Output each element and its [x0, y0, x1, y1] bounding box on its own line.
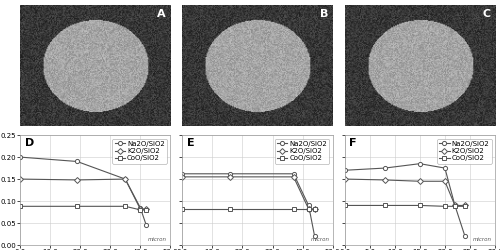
K2O/SiO2: [342, 178, 347, 180]
Na2O/SiO2: [452, 204, 458, 207]
K2O/SiO2: [122, 178, 128, 180]
Na2O/SiO2: [462, 235, 468, 238]
CoO/SiO2: [417, 204, 423, 207]
Na2O/SiO2: [228, 172, 234, 175]
Na2O/SiO2: [180, 172, 186, 175]
Text: B: B: [320, 9, 328, 19]
Na2O/SiO2: [122, 178, 128, 180]
K2O/SiO2: [382, 178, 388, 182]
Legend: Na2O/SiO2, K2O/SiO2, CoO/SiO2: Na2O/SiO2, K2O/SiO2, CoO/SiO2: [112, 138, 167, 164]
K2O/SiO2: [442, 180, 448, 183]
CoO/SiO2: [74, 205, 80, 208]
Line: K2O/SiO2: K2O/SiO2: [18, 177, 148, 211]
CoO/SiO2: [382, 204, 388, 207]
Na2O/SiO2: [138, 206, 143, 209]
Na2O/SiO2: [342, 169, 347, 172]
CoO/SiO2: [462, 205, 468, 208]
CoO/SiO2: [290, 208, 296, 210]
Line: K2O/SiO2: K2O/SiO2: [342, 177, 467, 208]
K2O/SiO2: [228, 175, 234, 178]
Na2O/SiO2: [417, 162, 423, 165]
K2O/SiO2: [144, 208, 150, 210]
Line: CoO/SiO2: CoO/SiO2: [18, 204, 148, 212]
Na2O/SiO2: [382, 166, 388, 170]
Line: K2O/SiO2: K2O/SiO2: [180, 175, 316, 211]
CoO/SiO2: [138, 208, 143, 211]
Legend: Na2O/SiO2, K2O/SiO2, CoO/SiO2: Na2O/SiO2, K2O/SiO2, CoO/SiO2: [437, 138, 492, 164]
K2O/SiO2: [17, 178, 23, 180]
CoO/SiO2: [144, 208, 150, 211]
K2O/SiO2: [306, 208, 312, 210]
Na2O/SiO2: [290, 172, 296, 175]
K2O/SiO2: [462, 204, 468, 207]
CoO/SiO2: [180, 208, 186, 210]
K2O/SiO2: [138, 208, 143, 210]
CoO/SiO2: [342, 204, 347, 207]
Na2O/SiO2: [17, 156, 23, 158]
CoO/SiO2: [452, 205, 458, 208]
K2O/SiO2: [290, 175, 296, 178]
Na2O/SiO2: [144, 224, 150, 227]
K2O/SiO2: [180, 175, 186, 178]
Line: Na2O/SiO2: Na2O/SiO2: [18, 155, 148, 227]
CoO/SiO2: [442, 205, 448, 208]
CoO/SiO2: [306, 208, 312, 210]
K2O/SiO2: [452, 204, 458, 207]
Text: F: F: [349, 138, 356, 148]
Line: CoO/SiO2: CoO/SiO2: [342, 203, 467, 208]
CoO/SiO2: [17, 205, 23, 208]
Na2O/SiO2: [306, 204, 312, 207]
Na2O/SiO2: [74, 160, 80, 163]
CoO/SiO2: [228, 208, 234, 210]
Legend: Na2O/SiO2, K2O/SiO2, CoO/SiO2: Na2O/SiO2, K2O/SiO2, CoO/SiO2: [275, 138, 329, 164]
Text: micron: micron: [473, 237, 492, 242]
Text: D: D: [24, 138, 34, 148]
Line: CoO/SiO2: CoO/SiO2: [180, 207, 316, 211]
CoO/SiO2: [122, 205, 128, 208]
Na2O/SiO2: [312, 235, 318, 238]
Text: micron: micron: [148, 237, 168, 242]
Line: Na2O/SiO2: Na2O/SiO2: [180, 172, 316, 238]
CoO/SiO2: [312, 208, 318, 210]
Na2O/SiO2: [442, 166, 448, 170]
Line: Na2O/SiO2: Na2O/SiO2: [342, 162, 467, 238]
Text: E: E: [187, 138, 194, 148]
K2O/SiO2: [417, 180, 423, 183]
Text: A: A: [157, 9, 166, 19]
K2O/SiO2: [74, 178, 80, 182]
Text: micron: micron: [310, 237, 330, 242]
Text: C: C: [482, 9, 490, 19]
K2O/SiO2: [312, 208, 318, 210]
